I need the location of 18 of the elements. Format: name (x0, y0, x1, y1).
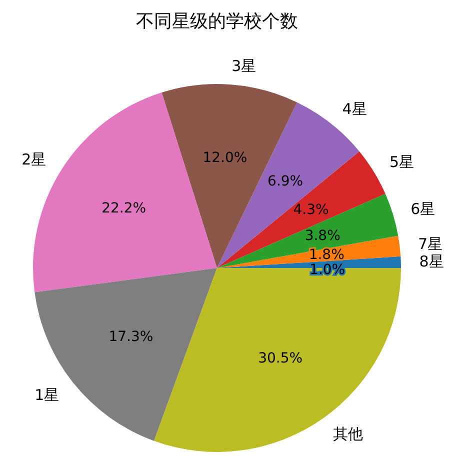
data-label: 17.3% (108, 329, 154, 346)
slice-label: 3星 (232, 57, 256, 76)
slice-label: 6星 (410, 200, 436, 218)
slice-label: 7星 (418, 234, 442, 253)
data-label: 3.8% (304, 228, 340, 244)
slice-label: 1星 (34, 386, 60, 404)
slice-label: 5星 (389, 153, 414, 172)
slice-label: 4星 (342, 100, 367, 118)
slice-label: 2星 (22, 150, 46, 168)
data-label: 4.3% (293, 202, 329, 218)
data-label: 1.8% (308, 246, 344, 263)
chart-title: 不同星级的学校个数 (136, 11, 298, 32)
data-label: 12.0% (202, 150, 248, 166)
slice-label: 8星 (419, 252, 444, 271)
data-label: 30.5% (258, 350, 303, 366)
data-label: 6.9% (268, 173, 304, 190)
slice-label: 其他 (333, 424, 364, 443)
data-label: 22.2% (102, 200, 146, 217)
